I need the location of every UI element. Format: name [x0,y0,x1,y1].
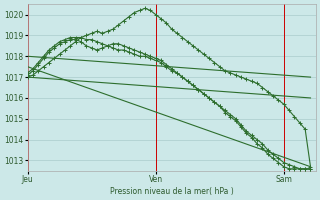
X-axis label: Pression niveau de la mer( hPa ): Pression niveau de la mer( hPa ) [110,187,234,196]
